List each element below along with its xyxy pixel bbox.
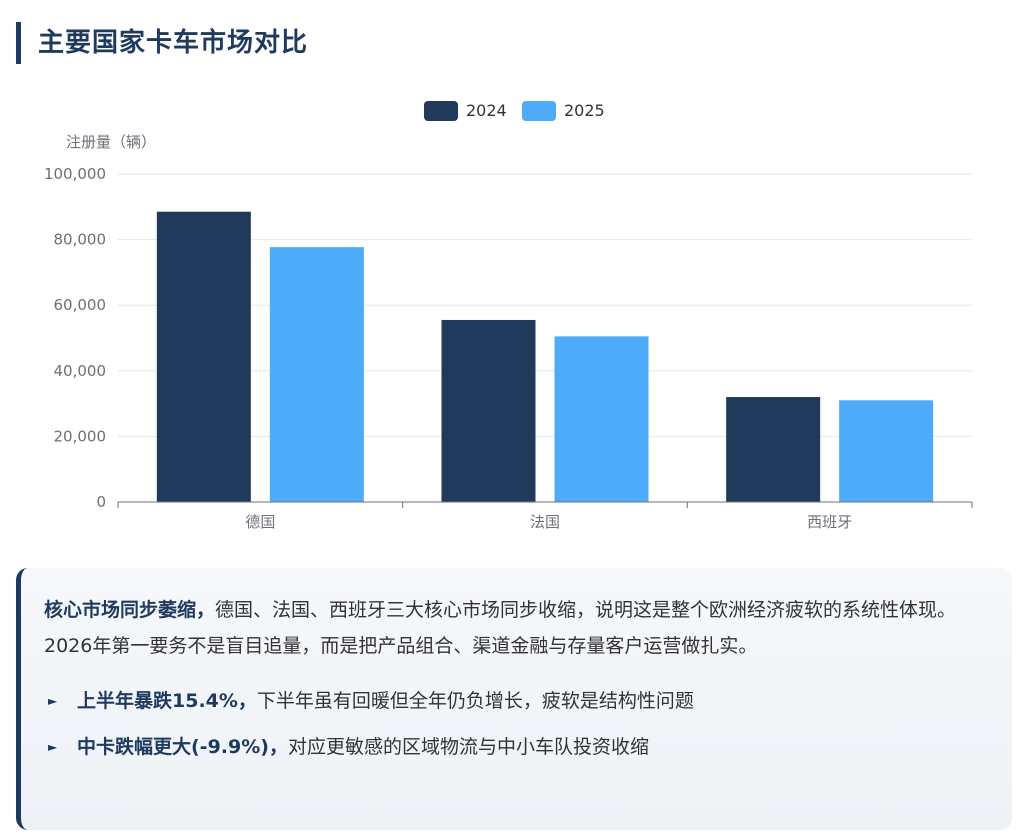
triangle-right-icon: ► (48, 694, 58, 708)
insight-lead-text: 德国、法国、西班牙三大核心市场同步收缩，说明这是整个欧洲经济疲软的系统性体现。2… (44, 599, 957, 657)
y-tick-label: 80,000 (54, 231, 107, 249)
insight-paragraph: 核心市场同步萎缩，德国、法国、西班牙三大核心市场同步收缩，说明这是整个欧洲经济疲… (44, 592, 982, 664)
title-accent-bar (16, 22, 21, 64)
page-title: 主要国家卡车市场对比 (38, 28, 309, 58)
bar-西班牙-2024[interactable] (726, 397, 821, 502)
bars (156, 211, 934, 502)
x-tick-label: 西班牙 (807, 513, 852, 531)
bullet-bold: 中卡跌幅更大(-9.9%)， (77, 736, 288, 758)
legend-item-2024[interactable]: 2024 (424, 101, 507, 121)
bar-德国-2025[interactable] (269, 247, 364, 502)
y-tick-label: 0 (96, 493, 106, 511)
legend-swatch-2024 (424, 101, 458, 121)
bar-法国-2024[interactable] (441, 319, 536, 502)
bar-德国-2024[interactable] (156, 211, 251, 502)
insight-lead-bold: 核心市场同步萎缩， (44, 599, 216, 621)
bar-chart: 2024 2025 注册量（辆） 0 20,000 40,000 60,000 80,0… (44, 101, 973, 531)
grid-lines (118, 173, 972, 437)
y-axis-label: 注册量（辆） (66, 133, 156, 151)
triangle-right-icon: ► (48, 740, 58, 754)
legend-swatch-2025 (522, 101, 556, 121)
legend-item-2025[interactable]: 2025 (522, 101, 605, 121)
y-tick-label: 100,000 (44, 165, 106, 183)
insight-bullet: ► 中卡跌幅更大(-9.9%)，对应更敏感的区域物流与中小车队投资收缩 (44, 733, 982, 761)
x-tick-label: 法国 (530, 513, 560, 531)
x-tick-label: 德国 (245, 513, 275, 531)
insight-bullet: ► 上半年暴跌15.4%，下半年虽有回暖但全年仍负增长，疲软是结构性问题 (44, 687, 982, 715)
legend-label-2025: 2025 (564, 101, 605, 120)
insight-card: 核心市场同步萎缩，德国、法国、西班牙三大核心市场同步收缩，说明这是整个欧洲经济疲… (16, 568, 1012, 830)
bar-西班牙-2025[interactable] (839, 400, 934, 502)
y-tick-label: 40,000 (54, 362, 107, 380)
y-axis-ticks: 0 20,000 40,000 60,000 80,000 100,000 (44, 165, 106, 511)
bullet-text: 下半年虽有回暖但全年仍负增长，疲软是结构性问题 (256, 690, 694, 712)
y-tick-label: 20,000 (54, 427, 107, 445)
bullet-bold: 上半年暴跌15.4%， (77, 690, 257, 712)
y-tick-label: 60,000 (54, 296, 107, 314)
x-axis: 德国 法国 西班牙 (117, 501, 973, 531)
legend: 2024 2025 (424, 101, 605, 121)
bar-法国-2025[interactable] (554, 336, 649, 502)
bullet-text: 对应更敏感的区域物流与中小车队投资收缩 (287, 736, 649, 758)
legend-label-2024: 2024 (466, 101, 507, 120)
